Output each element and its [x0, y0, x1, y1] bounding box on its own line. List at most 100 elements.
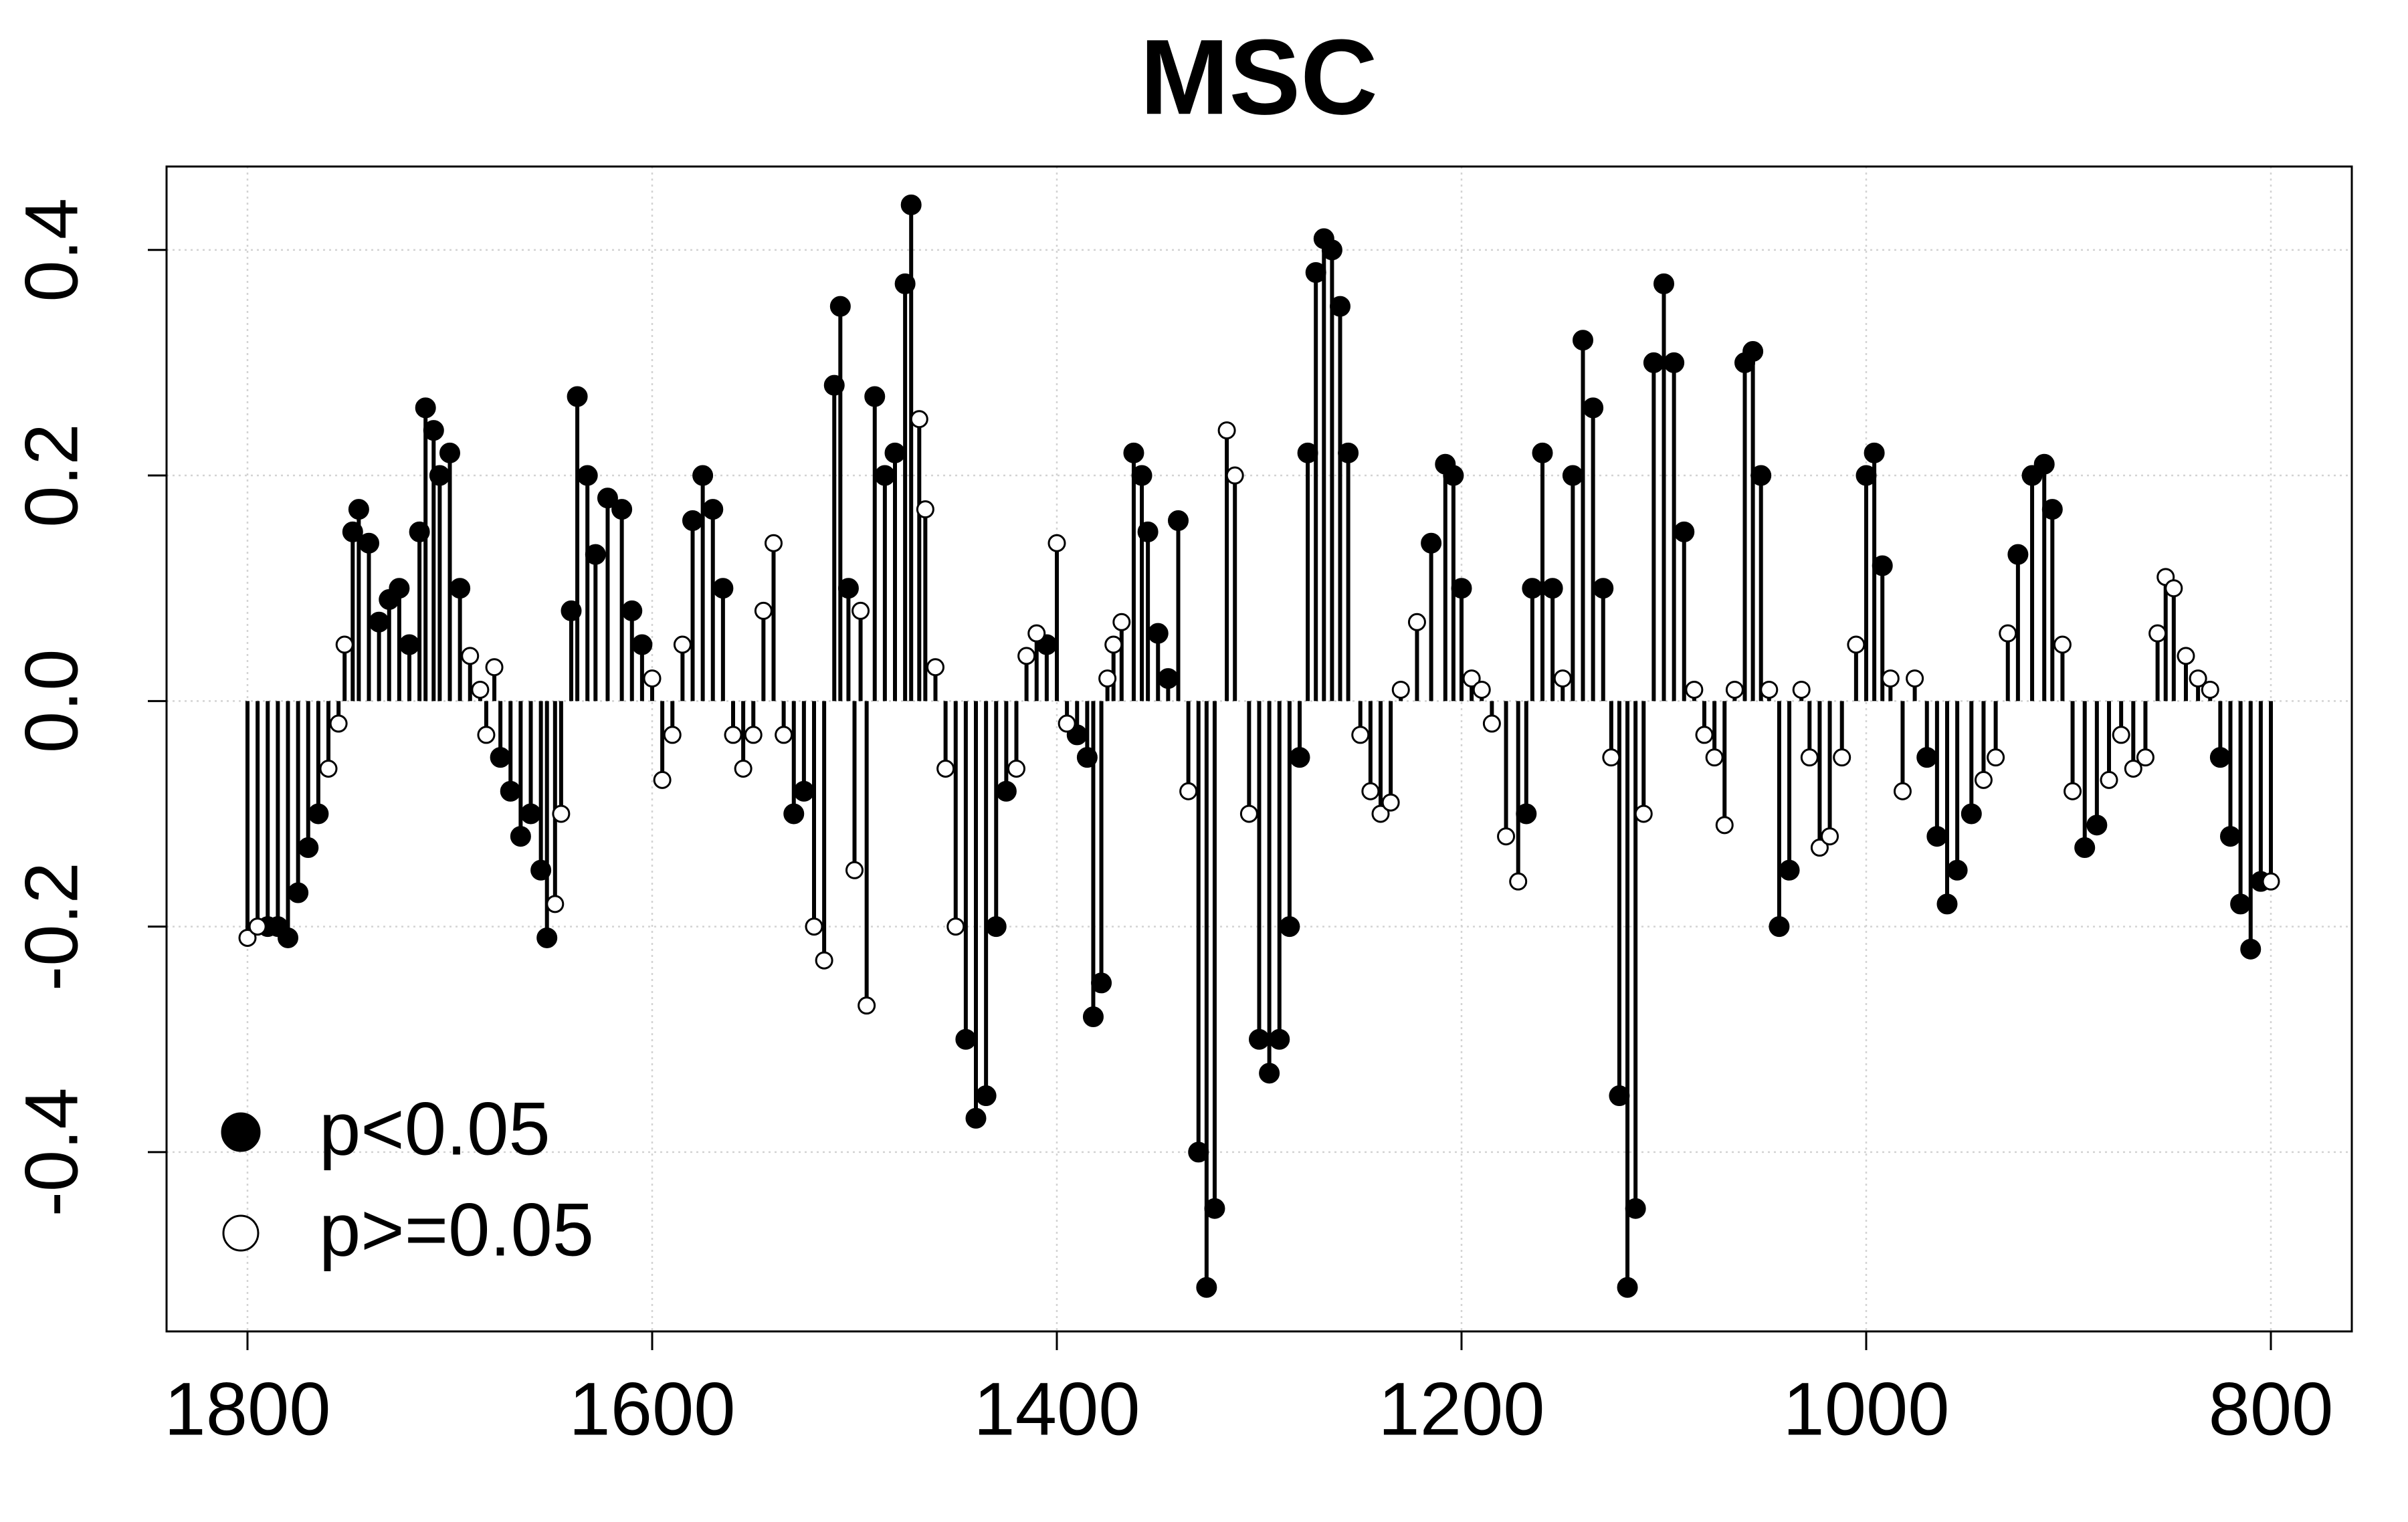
- point: [805, 917, 823, 936]
- point: [1625, 1198, 1646, 1219]
- point: [2201, 680, 2219, 699]
- point: [1573, 330, 1593, 351]
- point: [1076, 747, 1098, 768]
- chart-title: MSC: [1140, 17, 1378, 136]
- point: [2177, 647, 2195, 665]
- point: [1112, 613, 1131, 631]
- point: [546, 895, 565, 913]
- point: [1137, 521, 1159, 542]
- point: [585, 544, 606, 565]
- point: [439, 442, 460, 463]
- point: [1760, 680, 1779, 699]
- point: [837, 578, 859, 599]
- point: [845, 861, 864, 879]
- point: [926, 658, 944, 677]
- point: [1634, 804, 1653, 823]
- point: [1249, 1028, 1270, 1050]
- point: [1451, 578, 1472, 599]
- point: [308, 803, 329, 825]
- point: [2074, 837, 2096, 859]
- point: [1239, 804, 1258, 823]
- point: [1509, 872, 1528, 891]
- point: [2165, 579, 2183, 598]
- point: [1188, 1142, 1209, 1163]
- x-tick-label: 1200: [1378, 1368, 1544, 1451]
- point: [1297, 442, 1318, 463]
- point: [1674, 521, 1695, 542]
- point: [530, 859, 552, 881]
- legend-label: p>=0.05: [319, 1188, 594, 1272]
- point: [712, 578, 734, 599]
- point: [1007, 760, 1025, 778]
- point: [561, 600, 582, 621]
- point: [1330, 296, 1350, 317]
- point: [829, 296, 851, 317]
- point: [2100, 770, 2118, 789]
- point: [567, 386, 588, 407]
- point: [673, 635, 692, 654]
- point: [724, 726, 742, 744]
- point: [1279, 916, 1300, 938]
- point: [858, 996, 876, 1015]
- point: [389, 578, 410, 599]
- point: [461, 647, 480, 665]
- point: [2189, 669, 2207, 688]
- point: [1653, 273, 1674, 294]
- point: [1916, 747, 1938, 768]
- x-tick-label: 1000: [1783, 1368, 1949, 1451]
- point: [2112, 726, 2130, 744]
- point: [965, 1107, 987, 1129]
- point: [2240, 938, 2262, 960]
- point: [2064, 782, 2082, 800]
- point: [335, 635, 354, 654]
- point: [631, 634, 653, 655]
- point: [348, 499, 369, 520]
- point: [319, 760, 338, 778]
- point: [692, 465, 714, 486]
- point: [1685, 680, 1704, 699]
- point: [1407, 613, 1426, 631]
- point: [1047, 534, 1066, 552]
- point: [1196, 1277, 1217, 1298]
- point: [1371, 804, 1390, 823]
- point: [1338, 442, 1359, 463]
- point: [1217, 421, 1236, 440]
- point: [520, 803, 541, 825]
- point: [916, 500, 934, 519]
- legend-label: p<0.05: [319, 1087, 550, 1171]
- legend-marker: [221, 1112, 261, 1152]
- point: [1821, 827, 1839, 846]
- point: [823, 374, 845, 396]
- point: [1017, 647, 1036, 665]
- point: [423, 420, 444, 441]
- point: [1027, 624, 1046, 643]
- point: [329, 714, 348, 733]
- point: [500, 780, 521, 802]
- x-tick-label: 1800: [164, 1368, 330, 1451]
- point: [238, 928, 257, 947]
- point: [975, 1085, 997, 1107]
- point: [1987, 748, 2005, 767]
- point: [1225, 466, 1244, 485]
- point: [1946, 859, 1968, 881]
- point: [1974, 770, 1993, 789]
- point: [2053, 635, 2072, 654]
- point: [1926, 826, 1948, 847]
- point: [1147, 623, 1169, 644]
- point: [995, 780, 1017, 802]
- point: [449, 578, 471, 599]
- point: [815, 951, 833, 970]
- point: [1715, 816, 1734, 835]
- point: [1800, 748, 1819, 767]
- point: [884, 442, 906, 463]
- point: [682, 510, 703, 532]
- point: [621, 600, 643, 621]
- point: [429, 465, 450, 486]
- y-tick-label: -0.4: [10, 1087, 94, 1216]
- point: [874, 465, 896, 486]
- point: [1872, 555, 1893, 576]
- point: [1091, 972, 1112, 994]
- point: [1482, 714, 1501, 733]
- plot-frame: [165, 165, 2353, 1333]
